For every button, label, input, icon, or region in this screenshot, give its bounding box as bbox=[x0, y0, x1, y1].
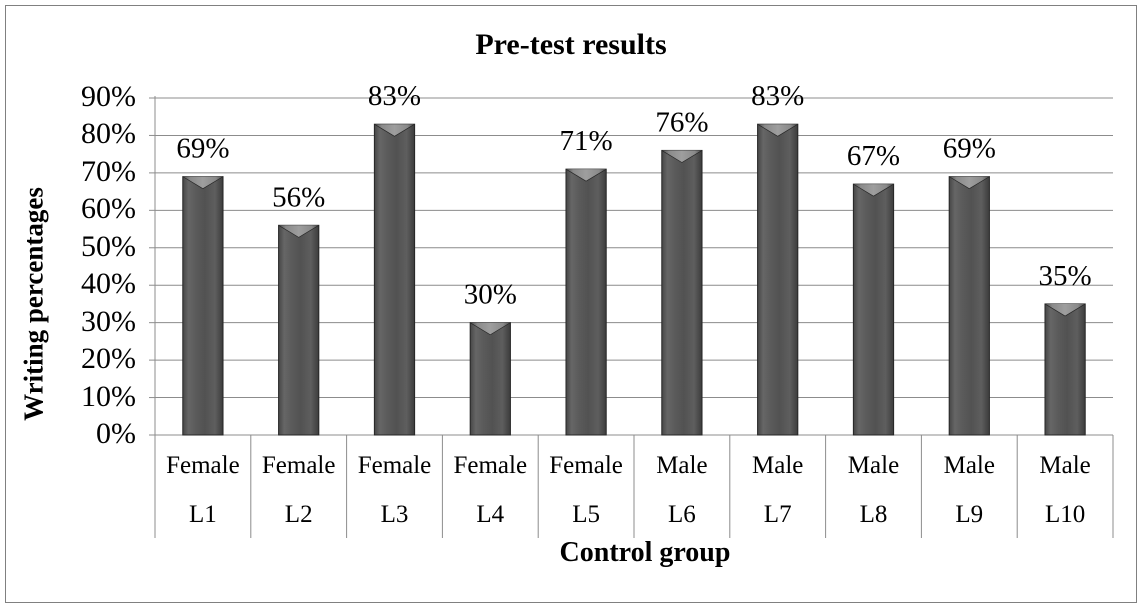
svg-text:69%: 69% bbox=[176, 133, 229, 165]
svg-text:30%: 30% bbox=[464, 279, 517, 311]
svg-text:35%: 35% bbox=[1039, 260, 1092, 292]
svg-text:56%: 56% bbox=[272, 181, 325, 213]
svg-text:67%: 67% bbox=[847, 140, 900, 172]
svg-text:83%: 83% bbox=[368, 80, 421, 112]
svg-text:76%: 76% bbox=[655, 106, 708, 138]
svg-text:83%: 83% bbox=[751, 80, 804, 112]
svg-text:71%: 71% bbox=[560, 125, 613, 157]
svg-text:69%: 69% bbox=[943, 133, 996, 165]
